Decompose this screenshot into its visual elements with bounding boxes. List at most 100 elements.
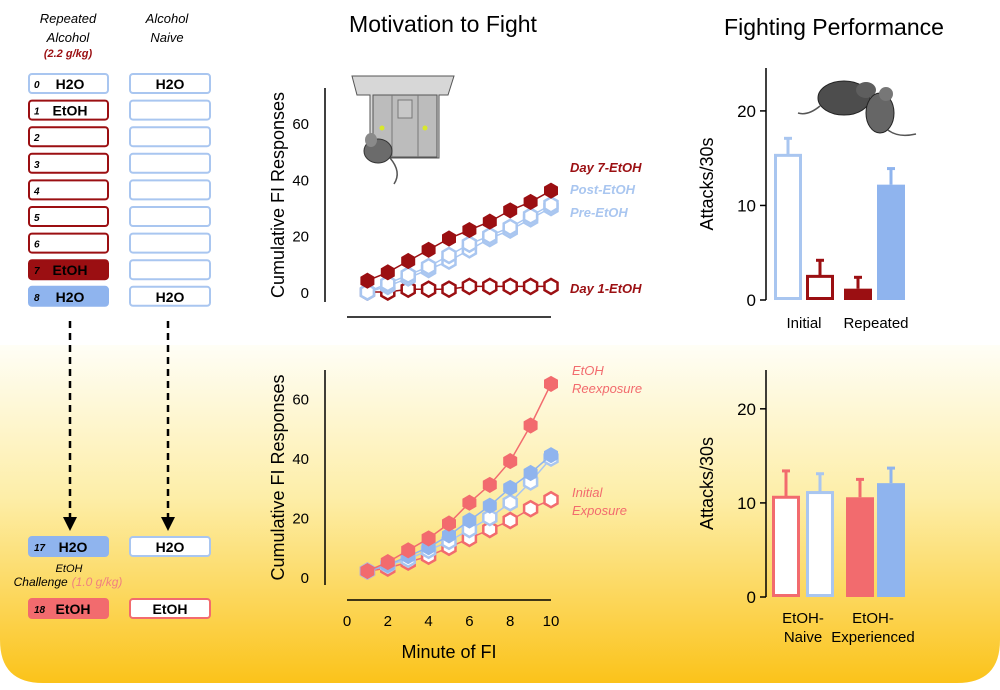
motivation-top-series-0-label: Day 7-EtOH bbox=[570, 160, 642, 175]
motivation-top-series-0-point-5 bbox=[462, 222, 477, 239]
performance-bottom-chart: 0 10 20 Attacks/30s EtOH- Naive EtOH- Experienc… bbox=[697, 370, 915, 646]
performance-top-group-label-1: Repeated bbox=[843, 315, 908, 332]
motivation-bottom-series-1-point-8 bbox=[523, 464, 538, 482]
schedule-day-17: 17 bbox=[34, 543, 46, 554]
motivation-bottom-series-0-line bbox=[367, 383, 552, 572]
schedule-left-box-6 bbox=[28, 232, 109, 254]
motivation-bottom-series-1-point-6 bbox=[482, 497, 497, 514]
col2-header-line2: Naive bbox=[150, 30, 183, 45]
motivation-bottom-series-1-point-7 bbox=[503, 479, 518, 496]
schedule-left-box-3 bbox=[28, 152, 109, 174]
motivation-top-series-0-line bbox=[367, 190, 552, 282]
schedule-day-4: 4 bbox=[33, 186, 40, 197]
motivation-top-series-1-point-4 bbox=[441, 246, 457, 265]
motivation-top-series-1-point-1 bbox=[380, 274, 396, 293]
motivation-bottom-ytick-20: 20 bbox=[292, 511, 309, 528]
schedule-day-1: 1 bbox=[34, 107, 40, 118]
col2-header-line1: Alcohol bbox=[145, 11, 190, 26]
schedule-right-box-7 bbox=[129, 259, 211, 281]
motivation-top-series-0-point-0 bbox=[360, 272, 375, 289]
performance-bottom-bar-3 bbox=[877, 483, 905, 597]
motivation-bottom-series-0-point-2 bbox=[401, 542, 416, 559]
motivation-bottom-series-3-line bbox=[367, 499, 552, 572]
schedule-left-box-7 bbox=[28, 259, 109, 281]
schedule-left-box-4 bbox=[28, 179, 109, 201]
schedule-right-label-0: H2O bbox=[156, 76, 185, 92]
motivation-bottom-series-0-point-4 bbox=[442, 515, 456, 532]
schedule-day-6: 6 bbox=[34, 240, 40, 251]
schedule-right-box-6 bbox=[129, 232, 211, 254]
motivation-top-ytick-40: 40 bbox=[292, 172, 309, 189]
schedule-left-label-17: H2O bbox=[59, 539, 88, 555]
schedule-right-box-17 bbox=[129, 536, 211, 557]
performance-bottom-group-label-1-0: EtOH- bbox=[852, 610, 894, 627]
schedule-left-box-5 bbox=[28, 206, 109, 227]
performance-bottom-bar-1 bbox=[806, 491, 834, 597]
motivation-top-series-2-line bbox=[367, 206, 552, 293]
schedule-left-label-18: EtOH bbox=[56, 601, 91, 617]
motivation-top-series-3-point-9 bbox=[543, 277, 559, 296]
schedule-right-box-8 bbox=[129, 285, 211, 307]
motivation-bottom-series-3-point-6 bbox=[482, 520, 498, 539]
motivation-top-series-1-point-5 bbox=[461, 235, 478, 254]
motivation-top-series-3-point-2 bbox=[400, 280, 416, 299]
performance-bottom-group-label-0-1: Naive bbox=[784, 629, 822, 646]
col1-dose: (2.2 g/kg) bbox=[44, 48, 93, 60]
fighting-mice-illustration bbox=[797, 80, 917, 137]
motivation-bottom-series-0-point-7 bbox=[503, 453, 518, 470]
performance-top-bar-1 bbox=[806, 274, 834, 301]
motivation-bottom-series-0-point-3 bbox=[421, 530, 436, 547]
schedule-right-box-0 bbox=[129, 73, 211, 94]
motivation-bottom-series-1-point-5 bbox=[462, 512, 477, 529]
motivation-top-series-3-point-4 bbox=[441, 280, 457, 299]
schedule-left-label-8: H2O bbox=[56, 289, 85, 305]
schedule-right-box-5 bbox=[129, 206, 211, 227]
motivation-bottom-xtick-2: 2 bbox=[384, 613, 392, 630]
motivation-bottom-xtick-4: 4 bbox=[424, 613, 432, 630]
motivation-bottom-series-3-point-8 bbox=[522, 499, 539, 518]
motivation-bottom-series-2-point-7 bbox=[502, 493, 518, 512]
schedule-right-label-18: EtOH bbox=[153, 601, 188, 617]
motivation-bottom-ytick-40: 40 bbox=[292, 451, 309, 468]
motivation-top-series-1-label: Post-EtOH bbox=[570, 182, 636, 197]
motivation-bottom-series-0-point-5 bbox=[462, 494, 477, 511]
motivation-bottom-series-1-point-4 bbox=[442, 527, 456, 544]
motivation-bottom-series-2-point-6 bbox=[482, 508, 498, 527]
performance-top-bar-2 bbox=[844, 288, 872, 300]
motivation-bottom-xtick-8: 8 bbox=[506, 613, 514, 630]
performance-bottom-ytick-10: 10 bbox=[737, 494, 756, 513]
motivation-top-series-0-point-1 bbox=[380, 264, 395, 281]
schedule-right-box-18 bbox=[129, 598, 211, 619]
motivation-bottom-series-3-point-9 bbox=[543, 490, 559, 509]
schedule-right-label-17: H2O bbox=[156, 539, 185, 555]
motivation-top-series-1-point-2 bbox=[400, 266, 416, 285]
motivation-bottom-chart: 0 20 40 60 0 2 4 6 8 10 Minute of FI Cumulative FI … bbox=[268, 363, 642, 662]
performance-bottom-bar-0 bbox=[772, 495, 800, 598]
challenge-label: EtOH bbox=[56, 563, 83, 575]
performance-bottom-bar-2 bbox=[846, 497, 874, 597]
col1-header-line2: Alcohol bbox=[46, 30, 91, 45]
motivation-top-series-0-point-4 bbox=[442, 230, 456, 247]
performance-bottom-group-label-1-1: Experienced bbox=[831, 629, 914, 646]
schedule-left-box-17 bbox=[28, 536, 109, 557]
motivation-bottom-series-0-point-6 bbox=[482, 476, 497, 493]
motivation-bottom-series-3-label-1: Exposure bbox=[572, 503, 627, 518]
motivation-top-series-0-point-7 bbox=[503, 202, 518, 219]
performance-bottom-ytick-20: 20 bbox=[737, 400, 756, 419]
motivation-bottom-series-2-line bbox=[367, 457, 552, 572]
performance-top-chart: 0 10 20 Attacks/30s Initial Repeated bbox=[697, 68, 909, 332]
motivation-bottom-ytick-60: 60 bbox=[292, 392, 309, 409]
motivation-top-series-0-point-3 bbox=[421, 241, 436, 258]
background-panel bbox=[0, 345, 1000, 683]
performance-top-bar-3 bbox=[877, 184, 905, 300]
operant-panel-illustration bbox=[351, 75, 455, 185]
motivation-top-ytick-20: 20 bbox=[292, 229, 309, 246]
motivation-bottom-series-0-label-1: Reexposure bbox=[572, 381, 642, 396]
schedule-right-label-8: H2O bbox=[156, 289, 185, 305]
schedule-left-label-1: EtOH bbox=[53, 103, 88, 119]
performance-top-ytick-10: 10 bbox=[737, 196, 756, 215]
performance-title: Fighting Performance bbox=[724, 14, 944, 40]
motivation-top-series-1-point-0 bbox=[359, 283, 376, 301]
schedule-right-box-3 bbox=[129, 152, 211, 174]
